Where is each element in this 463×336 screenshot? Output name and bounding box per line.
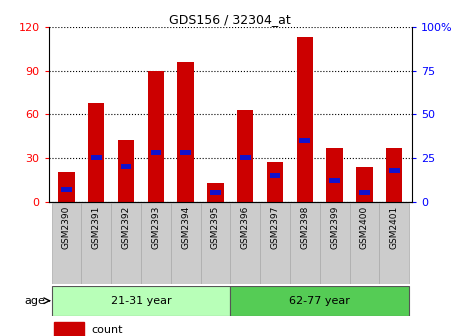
Bar [171, 203, 200, 284]
Bar [260, 203, 290, 284]
Text: GSM2401: GSM2401 [390, 206, 399, 249]
Bar [290, 203, 320, 284]
Text: GSM2395: GSM2395 [211, 206, 220, 249]
Bar [150, 150, 161, 155]
Text: GSM2392: GSM2392 [122, 206, 131, 249]
Bar [121, 164, 131, 169]
Bar [329, 178, 340, 183]
Bar [320, 203, 350, 284]
Bar [240, 155, 250, 161]
Bar [297, 37, 313, 202]
Bar [58, 172, 75, 202]
Text: GSM2393: GSM2393 [151, 206, 160, 249]
Bar [180, 150, 191, 155]
Bar [267, 162, 283, 202]
Text: GSM2396: GSM2396 [241, 206, 250, 249]
Text: 21-31 year: 21-31 year [111, 296, 171, 306]
Bar [91, 155, 101, 161]
Bar [270, 173, 281, 178]
Bar [141, 203, 171, 284]
Text: age: age [25, 296, 46, 306]
Bar [210, 190, 221, 196]
Bar [300, 138, 310, 143]
Text: GSM2391: GSM2391 [92, 206, 101, 249]
Bar [177, 62, 194, 202]
Text: GSM2390: GSM2390 [62, 206, 71, 249]
Text: GSM2400: GSM2400 [360, 206, 369, 249]
Bar [231, 286, 409, 316]
Text: count: count [92, 325, 123, 335]
Bar [81, 203, 111, 284]
Title: GDS156 / 32304_at: GDS156 / 32304_at [169, 13, 291, 26]
Bar [51, 286, 231, 316]
Bar [61, 187, 72, 192]
Bar [389, 168, 400, 173]
Bar [231, 203, 260, 284]
Bar [326, 148, 343, 202]
Text: 62-77 year: 62-77 year [289, 296, 350, 306]
Text: GSM2398: GSM2398 [300, 206, 309, 249]
Bar [118, 140, 134, 202]
Bar [111, 203, 141, 284]
Bar [237, 110, 253, 202]
Bar [359, 190, 370, 196]
Text: GSM2397: GSM2397 [270, 206, 280, 249]
Text: GSM2399: GSM2399 [330, 206, 339, 249]
Bar [356, 167, 373, 202]
Bar [350, 203, 379, 284]
Text: GSM2394: GSM2394 [181, 206, 190, 249]
Bar [88, 102, 105, 202]
Bar [148, 71, 164, 202]
Bar [200, 203, 231, 284]
Bar [51, 203, 81, 284]
Bar [386, 148, 402, 202]
Bar [379, 203, 409, 284]
Bar [54, 322, 84, 336]
Bar [207, 183, 224, 202]
